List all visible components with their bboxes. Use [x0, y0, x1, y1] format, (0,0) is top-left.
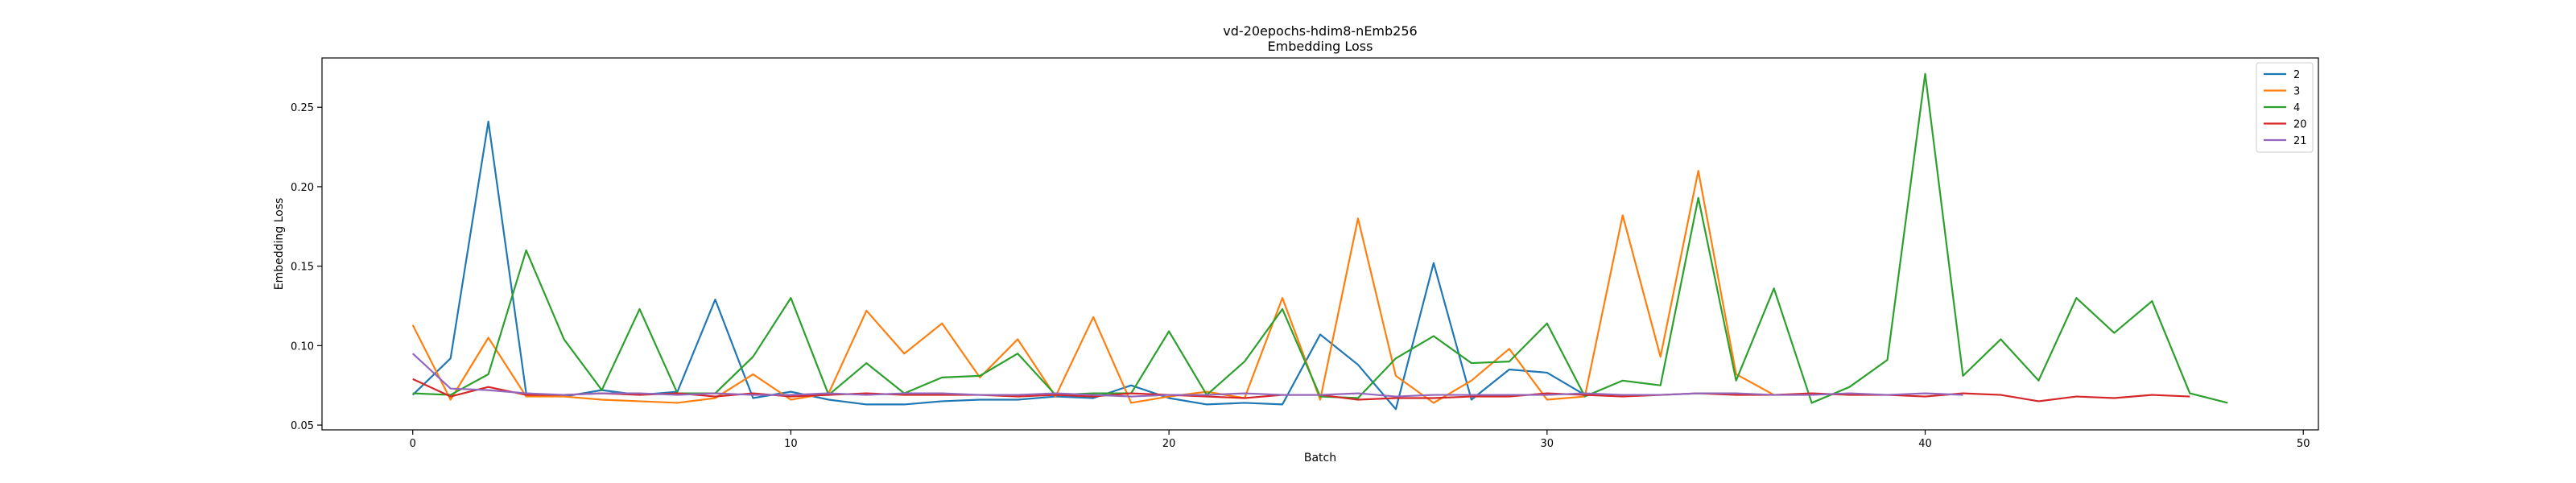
y-tick-label: 0.25 [291, 102, 314, 114]
x-tick-label: 30 [1541, 438, 1554, 450]
chart-title: vd-20epochs-hdim8-nEmb256 [1223, 23, 1417, 39]
series-line-20 [412, 378, 2190, 402]
series-line-2 [411, 120, 1586, 411]
x-tick-label: 50 [2297, 438, 2310, 450]
plot-lines [411, 72, 2228, 411]
series-line-21 [411, 353, 1963, 398]
series-line-3 [411, 170, 1775, 404]
x-axis-label: Batch [1304, 452, 1336, 464]
chart-subtitle: Embedding Loss [1268, 39, 1373, 54]
y-axis-ticks: 0.05 0.10 0.15 0.20 0.25 [291, 102, 322, 432]
x-tick-label: 40 [1918, 438, 1932, 450]
legend: 2 3 4 20 21 [2256, 62, 2314, 153]
x-tick-label: 10 [784, 438, 798, 450]
x-axis-ticks: 0 10 20 30 40 50 [410, 430, 2310, 450]
x-tick-label: 20 [1162, 438, 1176, 450]
series-line-4 [412, 72, 2228, 404]
plot-frame [321, 57, 2319, 431]
x-tick-label: 0 [410, 438, 416, 450]
y-axis-label: Embedding Loss [273, 198, 286, 291]
legend-label-3: 3 [2293, 86, 2300, 98]
legend-label-2: 2 [2293, 69, 2300, 81]
y-tick-label: 0.10 [291, 341, 314, 353]
legend-label-4: 4 [2293, 102, 2300, 114]
y-tick-label: 0.20 [291, 182, 314, 194]
legend-label-20: 20 [2293, 119, 2307, 131]
legend-label-21: 21 [2293, 135, 2307, 147]
y-tick-label: 0.15 [291, 262, 314, 274]
y-tick-label: 0.05 [291, 420, 314, 432]
